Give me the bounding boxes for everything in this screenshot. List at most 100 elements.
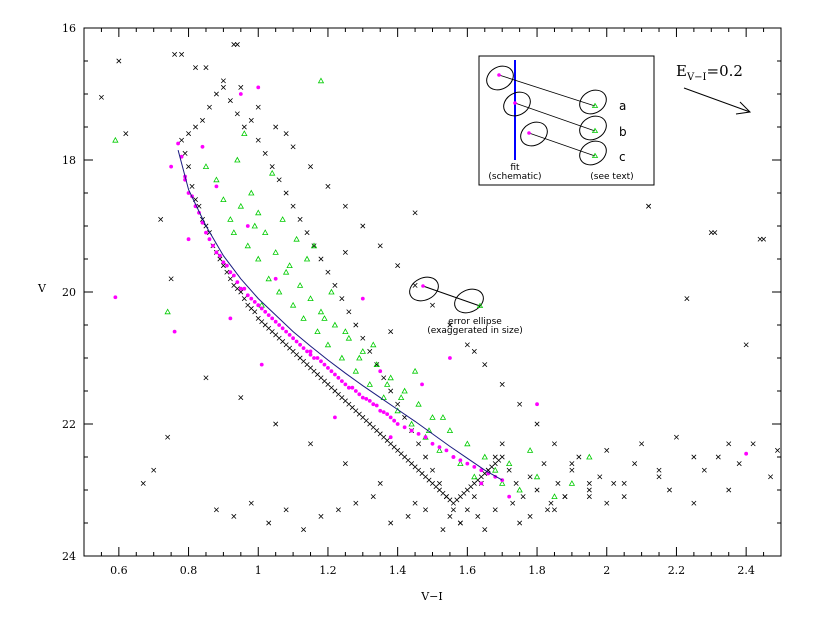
data-point-cross	[527, 474, 533, 480]
data-point-cross	[576, 454, 582, 460]
data-point-triangle	[202, 163, 210, 170]
data-point-cross	[241, 124, 247, 130]
data-point-cross	[499, 381, 505, 387]
data-point-cross	[217, 256, 223, 262]
data-point-cross	[492, 454, 498, 460]
data-point-cross	[203, 375, 209, 381]
data-point-cross	[186, 164, 192, 170]
x-tick-label: 0.6	[110, 564, 128, 577]
data-point-cross	[213, 91, 219, 97]
data-point-cross	[353, 322, 359, 328]
data-point-cross	[266, 520, 272, 526]
data-point-dot	[113, 295, 118, 300]
data-point-dot	[333, 415, 337, 420]
data-point-cross	[304, 230, 310, 236]
data-point-triangle	[436, 447, 443, 453]
data-point-cross	[548, 500, 554, 506]
data-point-dot	[465, 461, 470, 466]
data-point-dot	[308, 352, 313, 357]
data-point-triangle	[310, 242, 318, 249]
data-point-cross	[475, 513, 481, 519]
data-point-cross	[712, 230, 718, 236]
data-point-cross	[189, 183, 195, 189]
x-tick-label: 2.2	[668, 564, 686, 577]
data-point-triangle	[446, 427, 454, 434]
data-point-cross	[179, 51, 185, 57]
data-point-triangle	[352, 367, 360, 374]
data-point-cross	[255, 104, 261, 110]
data-point-triangle	[275, 288, 283, 295]
data-point-cross	[388, 329, 394, 335]
data-point-triangle	[471, 473, 478, 480]
data-point-dot	[395, 422, 400, 426]
data-point-dot	[472, 465, 477, 469]
reddening-label: EV−I=0.2	[676, 62, 743, 83]
data-point-dot	[259, 362, 264, 367]
data-point-cross	[464, 342, 470, 348]
data-point-cross	[227, 98, 233, 104]
data-point-dot	[207, 237, 212, 242]
data-point-dot	[266, 313, 271, 317]
data-point-dot	[179, 154, 184, 159]
data-point-cross	[447, 513, 453, 519]
data-point-cross	[656, 467, 662, 473]
data-point-cross	[443, 494, 449, 500]
error-ellipse-triangle	[476, 302, 484, 308]
data-point-dot	[535, 402, 539, 407]
inset-triangle-c	[591, 152, 599, 158]
data-point-cross	[252, 309, 258, 315]
inset-ellipse-b-left	[503, 91, 531, 117]
data-point-cross	[283, 131, 289, 137]
data-point-cross	[374, 362, 380, 368]
data-point-cross	[234, 42, 240, 47]
data-point-triangle	[230, 229, 238, 236]
data-point-cross	[370, 494, 376, 500]
data-point-dot	[252, 300, 257, 304]
data-point-dot	[420, 382, 424, 387]
data-point-cross	[206, 104, 212, 110]
data-point-dot	[385, 412, 390, 416]
y-tick-label: 20	[62, 286, 76, 299]
inset-ellipse-c-left	[520, 121, 548, 147]
error-ellipse-connector	[422, 285, 481, 307]
data-point-dot	[211, 243, 215, 248]
data-point-dot	[326, 366, 330, 370]
data-point-cross	[283, 190, 289, 196]
data-point-cross	[241, 296, 247, 302]
data-point-dot	[388, 435, 393, 440]
data-point-cross	[517, 520, 523, 526]
data-point-cross	[656, 474, 662, 480]
series-crosses	[98, 42, 780, 533]
data-point-cross	[768, 474, 774, 480]
reddening-label-value: =0.2	[707, 62, 743, 80]
y-axis-title: V	[37, 282, 47, 295]
data-point-dot	[319, 359, 323, 364]
data-point-cross	[666, 487, 672, 493]
data-point-dot	[339, 379, 344, 383]
data-point-cross	[436, 480, 442, 486]
data-point-cross	[311, 243, 317, 249]
data-point-triangle	[401, 387, 408, 394]
data-point-dot	[214, 184, 219, 189]
data-point-dot	[374, 403, 379, 408]
data-point-dot	[423, 435, 428, 440]
data-point-dot	[221, 260, 226, 265]
data-point-dot	[280, 326, 285, 331]
data-point-cross	[381, 375, 387, 381]
data-point-triangle	[526, 447, 534, 453]
data-point-dot	[437, 445, 442, 449]
data-point-cross	[308, 164, 314, 170]
data-point-dot	[277, 323, 282, 327]
error-ellipse-dot	[421, 284, 425, 288]
data-point-cross	[499, 454, 505, 460]
data-point-dot	[291, 336, 295, 341]
y-tick-labels: 16 18 20 22 24	[62, 22, 76, 563]
x-tick-label: 2	[603, 564, 610, 577]
data-point-dot	[224, 263, 229, 268]
reddening-label-sub: V−I	[686, 72, 707, 83]
data-point-dot	[218, 253, 222, 258]
data-point-cross	[506, 467, 512, 473]
error-ellipse-sublabel: (exaggerated in size)	[427, 326, 523, 336]
data-point-cross	[325, 269, 331, 275]
data-point-cross	[165, 434, 171, 440]
